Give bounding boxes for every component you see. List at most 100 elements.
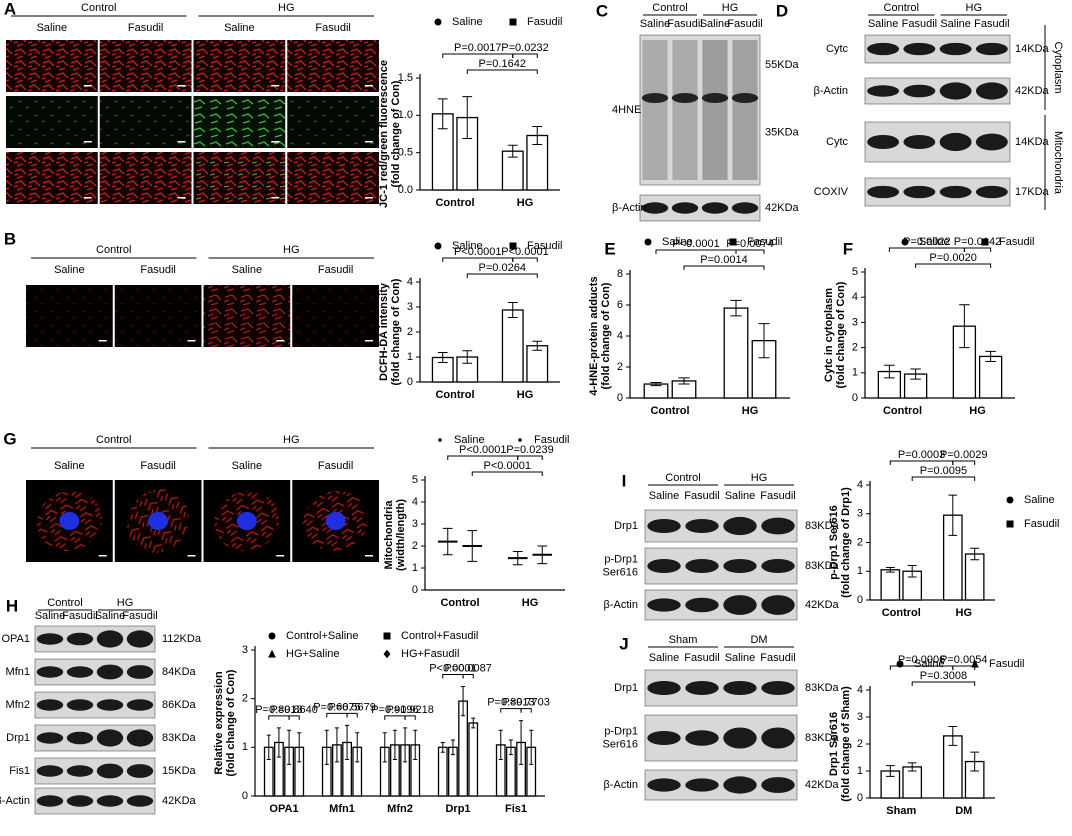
size-marker: 83KDa — [805, 682, 840, 694]
legend-label: Saline — [454, 434, 485, 446]
y-tick-label: 4 — [852, 291, 858, 303]
blot-band — [731, 93, 759, 103]
size-marker: 17KDa — [1015, 186, 1050, 198]
blot-label: Cytc — [826, 136, 849, 148]
y-tick-label: 4 — [407, 276, 413, 288]
blot-band — [939, 132, 972, 152]
y-tick-label: 1.5 — [398, 72, 413, 84]
legend-marker — [268, 632, 276, 640]
lane-label: Saline — [940, 18, 971, 30]
micrograph — [99, 40, 192, 92]
x-tick-label: HG — [522, 597, 539, 609]
x-tick-label: HG — [517, 389, 534, 401]
scale-bar — [98, 555, 107, 557]
lane-label: Fasudil — [122, 610, 157, 622]
bracket — [911, 681, 976, 686]
scale-bar — [187, 555, 196, 557]
blot-band — [96, 630, 124, 648]
group-label: Control — [81, 2, 116, 14]
error-bar — [678, 377, 690, 385]
lane-label: Saline — [37, 22, 68, 34]
error-bar — [462, 96, 473, 139]
size-marker: 42KDa — [805, 779, 840, 791]
legend-marker — [268, 649, 276, 658]
error-bar — [392, 729, 397, 760]
blot-band — [761, 777, 795, 793]
blot-band — [903, 185, 936, 199]
y-axis-label: Drp1 Ser616 — [828, 712, 840, 776]
bracket — [466, 273, 538, 278]
error-bar — [437, 98, 448, 130]
y-axis-label: (fold change of Con) — [835, 281, 847, 388]
error-bar — [537, 545, 548, 565]
lane-label: Fasudil — [318, 264, 353, 276]
lane-label: Fasudil — [684, 490, 719, 502]
size-marker: 83KDa — [805, 560, 840, 572]
x-tick-label: HG — [742, 405, 759, 417]
error-bar — [462, 350, 473, 364]
scale-bar — [276, 340, 285, 342]
bracket — [952, 460, 976, 465]
micrograph — [6, 40, 98, 92]
y-tick-label: 3 — [407, 301, 413, 313]
p-value: P=0.0006 — [898, 654, 945, 666]
y-tick-label: 2 — [242, 693, 248, 705]
blot-label: β-Actin — [814, 85, 848, 97]
micrograph — [287, 152, 379, 204]
blot-band — [647, 519, 681, 533]
blot-band — [647, 681, 681, 695]
y-tick-label: 1 — [242, 741, 248, 753]
error-bar — [442, 527, 453, 556]
micrograph — [99, 96, 192, 148]
blot-label: p-Drp1 — [604, 553, 638, 565]
blot-band — [126, 699, 154, 711]
error-bar — [884, 364, 895, 379]
error-bar — [507, 144, 518, 158]
lane-label: Fasudil — [760, 490, 795, 502]
y-tick-label: 0 — [857, 594, 863, 606]
bracket — [500, 708, 522, 713]
legend-label: Fasudil — [527, 240, 562, 252]
error-bar — [297, 732, 302, 763]
nucleus — [325, 512, 346, 530]
scale-bar — [187, 340, 196, 342]
y-tick-label: 3 — [857, 711, 863, 723]
blot-band — [939, 82, 972, 100]
lane-label: Fasudil — [315, 22, 350, 34]
blot-band — [647, 731, 681, 745]
group-label: HG — [283, 434, 300, 446]
blot-band — [685, 730, 719, 746]
y-tick-label: 0 — [242, 790, 248, 802]
lane-label: Saline — [232, 460, 263, 472]
micrograph — [193, 152, 286, 204]
blot-label: Cytc — [826, 43, 849, 55]
x-tick-label: Control — [882, 607, 921, 619]
p-value: P=0.1642 — [479, 58, 526, 70]
x-tick-label: Sham — [886, 805, 916, 817]
legend-marker — [438, 438, 442, 442]
p-value: P<0.0001 — [429, 662, 476, 674]
error-bar — [758, 323, 770, 359]
y-tick-label: 3 — [412, 518, 418, 530]
y-tick-label: 0 — [617, 392, 623, 404]
scale-bar — [276, 555, 285, 557]
p-value: P=0.0029 — [940, 449, 987, 461]
y-tick-label: 3 — [242, 644, 248, 656]
error-bar — [970, 751, 980, 772]
lane-label: Fasudil — [902, 18, 937, 30]
blot-smear — [672, 40, 698, 180]
bracket — [952, 665, 976, 670]
legend-marker — [383, 649, 391, 659]
blot-band — [761, 595, 795, 615]
group-label: HG — [278, 2, 295, 14]
x-tick-label: OPA1 — [269, 803, 298, 815]
blot-band — [671, 202, 699, 214]
micrograph — [26, 285, 113, 347]
legend-label: Saline — [1024, 494, 1055, 506]
blot-band — [36, 765, 64, 777]
error-bar — [382, 732, 387, 763]
y-tick-label: 2 — [852, 342, 858, 354]
blot-label: β-Actin — [604, 599, 638, 611]
y-tick-label: 3 — [852, 316, 858, 328]
bracket — [735, 249, 765, 254]
